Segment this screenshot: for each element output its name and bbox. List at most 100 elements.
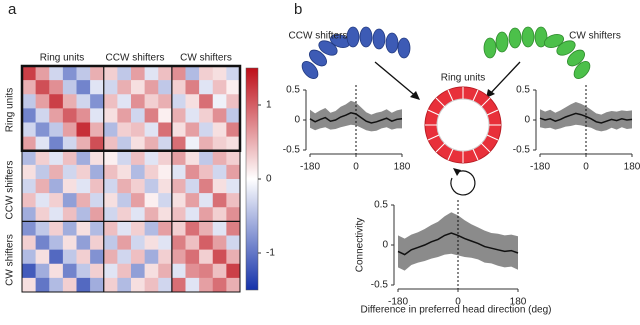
- heat-cell: [158, 249, 173, 265]
- heat-cell: [212, 235, 227, 250]
- heat-cell: [185, 94, 200, 109]
- heat-cell: [226, 122, 241, 137]
- heat-cell: [226, 249, 241, 265]
- heat-cell: [199, 80, 214, 95]
- heat-cell: [103, 94, 118, 109]
- heat-cell: [62, 108, 77, 123]
- heat-cell: [35, 66, 50, 81]
- heat-cell: [22, 150, 36, 166]
- heat-cell: [62, 235, 77, 250]
- heat-cell: [199, 207, 214, 222]
- heat-cell: [226, 94, 241, 109]
- heat-cell: [199, 221, 214, 236]
- heat-cell: [131, 122, 145, 137]
- heat-cell: [158, 277, 173, 293]
- heat-cell: [199, 66, 214, 81]
- heat-cell: [35, 136, 50, 152]
- heat-cell: [171, 122, 186, 137]
- heat-cell: [158, 164, 173, 180]
- heat-cell: [226, 235, 241, 250]
- heat-cell: [131, 179, 145, 194]
- x-tick-label: 180: [624, 162, 640, 173]
- heat-cell: [35, 150, 50, 166]
- heat-cell: [49, 277, 64, 293]
- y-tick-label: 0: [382, 240, 388, 251]
- heat-cell: [90, 179, 105, 194]
- x-tick-label: 0: [583, 162, 589, 173]
- heat-cell: [22, 249, 36, 265]
- heat-cell: [185, 179, 200, 194]
- heat-cell: [131, 193, 145, 208]
- heat-cell: [35, 221, 50, 236]
- heat-cell: [171, 207, 186, 222]
- heat-cell: [144, 136, 159, 152]
- heat-cell: [117, 207, 132, 222]
- heat-cell: [103, 179, 118, 194]
- heat-cell: [185, 221, 200, 236]
- heat-cell: [22, 207, 36, 222]
- heat-cell: [117, 235, 132, 250]
- heat-cell: [185, 164, 200, 180]
- heat-cell: [199, 249, 214, 265]
- heatmap: [22, 66, 241, 293]
- heat-cell: [171, 136, 186, 152]
- group-label: CW shifters: [569, 31, 621, 42]
- colorbar: [245, 67, 259, 291]
- ring-label: Ring units: [441, 73, 485, 84]
- heat-cell: [117, 122, 132, 137]
- row-label: CW shifters: [5, 234, 16, 286]
- heat-cell: [35, 263, 50, 279]
- heat-cell: [212, 80, 227, 95]
- heat-cell: [90, 263, 105, 279]
- heat-cell: [171, 66, 186, 81]
- heat-cell: [212, 263, 227, 279]
- mean-line: [397, 232, 519, 256]
- heat-cell: [76, 80, 91, 95]
- heat-cell: [35, 179, 50, 194]
- heat-cell: [226, 66, 241, 81]
- heat-cell: [49, 164, 64, 180]
- heat-cell: [22, 277, 36, 293]
- heat-cell: [199, 235, 214, 250]
- heat-cell: [90, 193, 105, 208]
- heat-cell: [158, 66, 173, 81]
- x-tick-label: -180: [388, 297, 408, 308]
- heat-cell: [199, 179, 214, 194]
- heat-cell: [62, 221, 77, 236]
- heat-cell: [117, 179, 132, 194]
- column-label: CCW shifters: [106, 53, 165, 64]
- heat-cell: [62, 193, 77, 208]
- heat-cell: [171, 263, 186, 279]
- error-band: [310, 100, 402, 132]
- heat-cell: [76, 235, 91, 250]
- y-tick-label: -0.5: [283, 145, 301, 156]
- heat-cell: [158, 263, 173, 279]
- x-tick-label: 180: [510, 297, 527, 308]
- heat-cell: [171, 179, 186, 194]
- heat-cell: [90, 94, 105, 109]
- heat-cell: [22, 136, 36, 152]
- heat-cell: [199, 277, 214, 293]
- heat-cell: [103, 249, 118, 265]
- heat-cell: [90, 80, 105, 95]
- heat-cell: [103, 263, 118, 279]
- heat-cell: [22, 221, 36, 236]
- heat-cell: [185, 66, 200, 81]
- heat-cell: [117, 136, 132, 152]
- heat-cell: [158, 122, 173, 137]
- heat-cell: [158, 235, 173, 250]
- heat-cell: [226, 179, 241, 194]
- heat-cell: [158, 80, 173, 95]
- heat-cell: [117, 249, 132, 265]
- heat-cell: [131, 277, 145, 293]
- heat-cell: [185, 108, 200, 123]
- heat-cell: [117, 164, 132, 180]
- heat-cell: [90, 249, 105, 265]
- mean-line: [539, 112, 633, 124]
- heat-cell: [76, 193, 91, 208]
- heat-cell: [158, 221, 173, 236]
- heat-cell: [76, 94, 91, 109]
- heat-cell: [49, 263, 64, 279]
- heat-cell: [226, 150, 241, 166]
- heat-cell: [199, 150, 214, 166]
